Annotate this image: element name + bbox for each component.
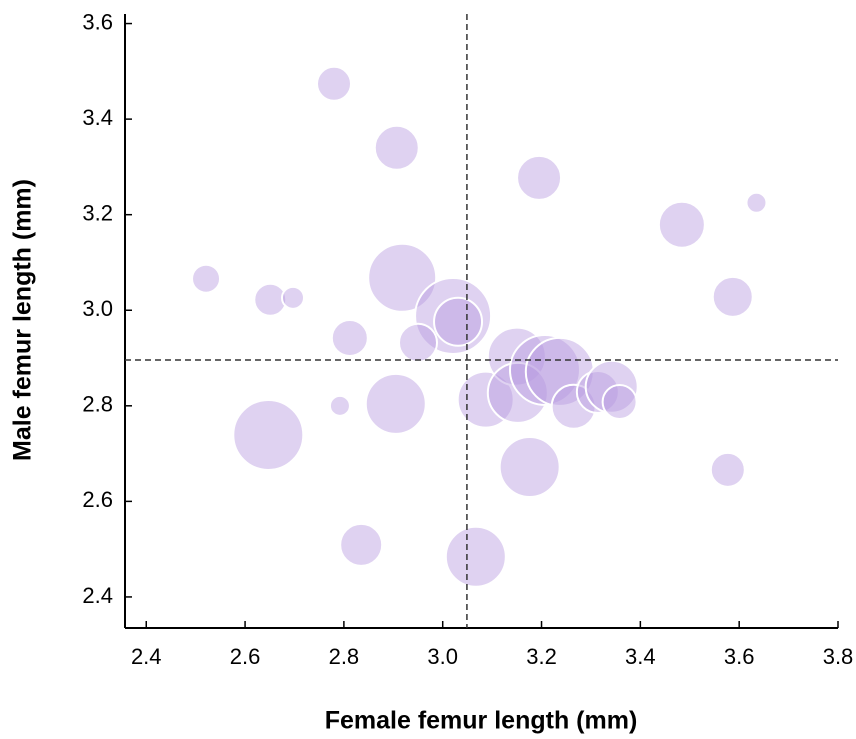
bubble <box>433 296 484 347</box>
bubble <box>414 276 493 355</box>
x-tick-label: 3.8 <box>823 644 854 669</box>
y-tick-label: 2.4 <box>82 583 113 608</box>
x-tick-label: 3.2 <box>526 644 557 669</box>
x-tick-label: 2.4 <box>131 644 162 669</box>
y-axis-title: Male femur length (mm) <box>9 179 37 461</box>
bubble <box>280 285 305 310</box>
bubble <box>367 242 438 313</box>
x-axis-title: Female femur length (mm) <box>325 707 638 735</box>
bubble <box>498 435 561 498</box>
bubble <box>373 124 420 171</box>
bubble <box>575 369 620 414</box>
x-tick-label: 2.6 <box>230 644 261 669</box>
y-tick-label: 2.8 <box>82 392 113 417</box>
y-tick-label: 3.6 <box>82 9 113 34</box>
bubble <box>191 263 222 294</box>
y-tick-label: 2.6 <box>82 487 113 512</box>
bubble <box>486 326 547 387</box>
bubble <box>456 370 515 429</box>
bubble <box>328 394 351 417</box>
bubble <box>745 191 768 214</box>
y-tick-label: 3.2 <box>82 200 113 225</box>
x-tick-label: 2.8 <box>329 644 360 669</box>
bubble <box>316 65 353 102</box>
x-tick-label: 3.0 <box>427 644 458 669</box>
bubble <box>339 522 384 567</box>
bubble <box>253 282 288 317</box>
bubble <box>364 372 427 435</box>
x-tick-label: 3.4 <box>625 644 656 669</box>
bubble <box>711 275 754 318</box>
x-tick-label: 3.6 <box>724 644 755 669</box>
bubble <box>330 318 369 357</box>
bubble <box>709 451 746 488</box>
bubble <box>398 322 439 363</box>
bubble <box>232 398 305 471</box>
bubble <box>444 525 507 588</box>
y-tick-label: 3.4 <box>82 105 113 130</box>
bubble <box>601 383 638 420</box>
bubble <box>657 200 706 249</box>
y-tick-label: 3.0 <box>82 296 113 321</box>
bubble <box>516 154 563 201</box>
